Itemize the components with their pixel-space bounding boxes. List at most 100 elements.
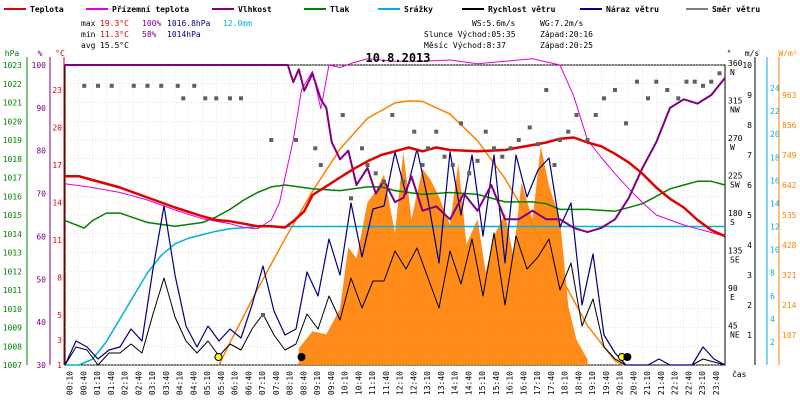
sun-moon-marker	[623, 353, 632, 361]
sunrise-info: Slunce Východ:05:35	[424, 30, 516, 39]
series-line	[64, 58, 726, 237]
x-tick-label: 15:10	[478, 371, 487, 395]
humidity-tick-label: 90	[36, 104, 46, 113]
legend-label: Náraz větru	[606, 4, 659, 14]
x-tick-label: 03:40	[162, 371, 171, 395]
rain-tick-label: 2	[770, 338, 775, 347]
x-tick-label: 19:10	[588, 371, 597, 395]
solar-tick-label: 642	[782, 181, 797, 190]
pressure-tick-label: 1008	[3, 342, 22, 351]
stats-avg-label: avg	[81, 41, 96, 50]
wind-direction-point	[365, 163, 370, 167]
x-tick-label: 20:10	[616, 371, 625, 395]
pressure-tick-label: 1009	[3, 324, 22, 333]
x-tick-label: 04:10	[176, 371, 185, 395]
wind-dir-tick-label: 270	[728, 134, 743, 143]
x-tick-label: 01:40	[107, 371, 116, 395]
x-tick-label: 11:10	[368, 371, 377, 395]
wind-dir-compass-label: N	[730, 68, 735, 77]
x-tick-label: 05:40	[217, 371, 226, 395]
wind-direction-point	[613, 88, 617, 92]
sun-moon-marker	[214, 353, 223, 361]
stats-max-label: max	[81, 19, 96, 28]
rain-tick-label: 18	[770, 153, 780, 162]
humidity-tick-label: 70	[36, 190, 46, 199]
stats-max-rain: 12.0mm	[223, 19, 252, 28]
wind-dir-compass-label: SW	[730, 181, 740, 190]
wind-direction-point	[412, 129, 417, 134]
sun-moon-markers	[214, 353, 632, 361]
x-tick-label: 23:40	[712, 371, 721, 395]
x-tick-label: 05:10	[203, 371, 212, 395]
solar-tick-label: 321	[782, 271, 797, 280]
x-tick-label: 06:40	[244, 371, 253, 395]
x-tick-label: 02:40	[134, 371, 143, 395]
solar-fill	[298, 146, 588, 365]
temperature-tick-label: 8	[57, 274, 62, 283]
series-line	[65, 136, 726, 238]
pressure-tick-label: 1019	[3, 136, 22, 145]
axis-unit-label: W/m²	[778, 49, 797, 58]
wind-direction-point	[420, 163, 425, 167]
x-tick-label: 21:10	[643, 371, 652, 395]
x-tick-label: 18:10	[561, 371, 570, 395]
wind-direction-point	[442, 154, 447, 159]
x-tick-label: 08:10	[286, 371, 295, 395]
humidity-tick-label: 30	[36, 361, 46, 370]
wind-direction-point	[635, 79, 639, 84]
wind-dir-compass-label: W	[730, 143, 735, 152]
wind-dir-compass-label: NW	[730, 106, 740, 115]
axis-unit-label: °	[727, 49, 732, 58]
wind-direction-point	[294, 138, 298, 142]
x-tick-label: 07:40	[272, 371, 281, 395]
wind-direction-layer	[82, 71, 722, 317]
moonset-info: Západ:20:25	[540, 41, 593, 50]
wind-direction-point	[676, 96, 681, 101]
solar-tick-label: 749	[782, 151, 797, 160]
wind-speed-tick-label: 10	[742, 61, 752, 70]
humidity-tick-label: 50	[36, 275, 46, 284]
wind-direction-point	[508, 146, 513, 151]
rain-tick-label: 10	[770, 246, 780, 255]
wind-direction-point	[373, 171, 378, 176]
wind-dir-tick-label: 225	[728, 172, 743, 181]
wind-direction-point	[360, 146, 364, 151]
solar-tick-label: 214	[782, 301, 797, 310]
wind-speed-tick-label: 2	[747, 301, 752, 310]
pressure-tick-label: 1012	[3, 267, 22, 276]
wind-dir-compass-label: SE	[730, 256, 740, 265]
stats-max-press: 1016.8hPa	[167, 19, 211, 28]
x-tick-label: 00:10	[66, 371, 75, 395]
x-tick-label: 12:10	[396, 371, 405, 395]
x-tick-label: 15:40	[492, 371, 501, 395]
pressure-tick-label: 1011	[3, 286, 22, 295]
wind-direction-point	[382, 179, 386, 184]
x-tick-label: 23:10	[698, 371, 707, 395]
wind-direction-point	[717, 71, 722, 76]
humidity-tick-label: 40	[36, 318, 46, 327]
wind-dir-compass-label: E	[730, 293, 735, 302]
wind-direction-point	[203, 96, 208, 101]
wind-direction-point	[175, 83, 180, 88]
wind-direction-point	[701, 83, 705, 88]
x-tick-label: 07:10	[258, 371, 267, 395]
x-tick-label: 14:40	[464, 371, 473, 395]
series-line	[218, 100, 624, 366]
pressure-tick-label: 1007	[3, 361, 22, 370]
axis-unit-label: hPa	[5, 49, 20, 58]
x-tick-label: 02:10	[121, 371, 130, 395]
stats-max-temp: 19.3°C	[100, 19, 129, 28]
axes-layer: 1023102210211020101910181017101610151014…	[3, 49, 798, 395]
rain-tick-label: 20	[770, 130, 780, 139]
solar-tick-label: 856	[782, 121, 797, 130]
wind-direction-point	[544, 88, 549, 92]
solar-tick-label: 963	[782, 91, 797, 100]
wind-direction-point	[624, 121, 628, 126]
stats-min-press: 1014hPa	[167, 30, 201, 39]
x-tick-label: 11:40	[382, 371, 391, 395]
axis-unit-label: m/s	[745, 49, 760, 58]
wind-dir-compass-label: S	[730, 218, 735, 227]
rain-tick-label: 8	[770, 269, 775, 278]
pressure-tick-label: 1016	[3, 192, 22, 201]
solar-radiation-area	[298, 146, 588, 365]
